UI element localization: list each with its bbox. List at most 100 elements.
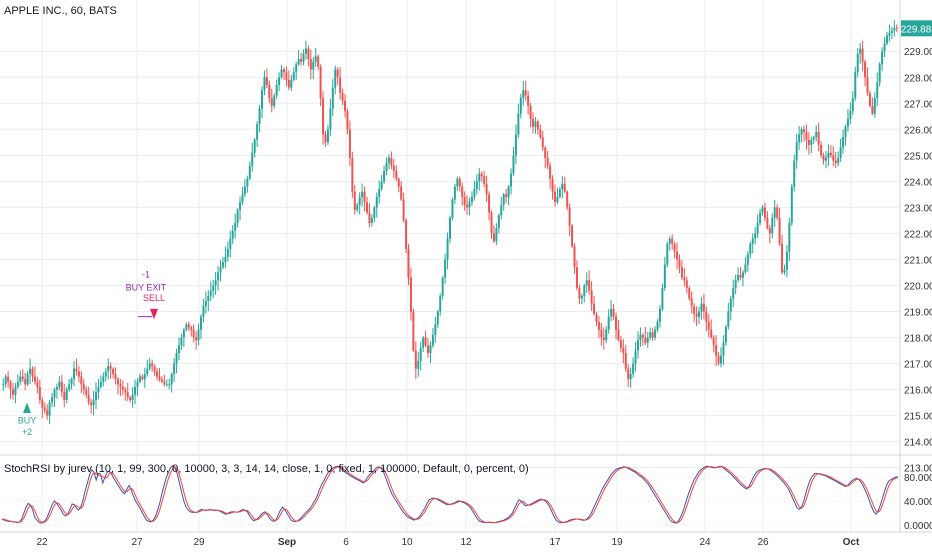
candle-body[interactable] (690, 298, 693, 307)
candle-body[interactable] (593, 303, 596, 315)
candle-body[interactable] (43, 407, 46, 411)
candle-body[interactable] (280, 69, 283, 78)
candle-body[interactable] (829, 152, 832, 156)
candle-body[interactable] (390, 157, 393, 166)
candle-body[interactable] (773, 207, 776, 218)
candle-body[interactable] (195, 337, 198, 341)
candle-body[interactable] (273, 95, 276, 106)
candle-body[interactable] (141, 376, 144, 380)
candle-body[interactable] (353, 191, 356, 210)
candle-body[interactable] (58, 381, 61, 387)
candle-body[interactable] (732, 288, 735, 299)
candle-body[interactable] (641, 334, 644, 338)
candle-body[interactable] (239, 202, 242, 210)
candle-body[interactable] (121, 386, 124, 390)
candle-body[interactable] (461, 186, 464, 197)
candle-body[interactable] (163, 381, 166, 385)
candle-body[interactable] (261, 90, 264, 109)
candle-body[interactable] (268, 85, 271, 99)
candle-body[interactable] (522, 90, 525, 99)
candle-body[interactable] (156, 371, 159, 377)
candle-body[interactable] (185, 324, 188, 330)
candle-body[interactable] (807, 139, 810, 145)
candle-body[interactable] (453, 186, 456, 200)
candle-body[interactable] (624, 353, 627, 369)
candle-body[interactable] (326, 129, 329, 143)
candle-body[interactable] (26, 373, 29, 385)
candle-body[interactable] (407, 249, 410, 278)
candle-body[interactable] (724, 327, 727, 343)
candle-body[interactable] (290, 79, 293, 88)
candle-body[interactable] (705, 311, 708, 322)
candle-body[interactable] (385, 163, 388, 171)
candle-body[interactable] (297, 59, 300, 65)
candle-body[interactable] (424, 337, 427, 346)
candle-body[interactable] (226, 249, 229, 257)
candle-body[interactable] (405, 220, 408, 250)
candle-body[interactable] (70, 379, 73, 385)
candle-body[interactable] (46, 410, 49, 416)
candle-body[interactable] (837, 157, 840, 164)
candle-body[interactable] (597, 321, 600, 330)
candle-body[interactable] (475, 181, 478, 190)
candle-body[interactable] (602, 337, 605, 341)
candle-body[interactable] (846, 118, 849, 127)
candle-body[interactable] (346, 111, 349, 130)
candle-body[interactable] (397, 178, 400, 187)
candle-body[interactable] (517, 113, 520, 135)
candle-body[interactable] (48, 402, 51, 416)
candle-body[interactable] (341, 92, 344, 101)
candle-body[interactable] (824, 157, 827, 161)
candle-body[interactable] (470, 196, 473, 203)
candle-body[interactable] (761, 207, 764, 213)
candle-body[interactable] (856, 53, 859, 73)
candle-body[interactable] (29, 368, 32, 374)
candle-body[interactable] (409, 277, 412, 312)
candle-body[interactable] (231, 230, 234, 239)
candles-layer[interactable] (2, 20, 898, 424)
candle-body[interactable] (107, 366, 110, 372)
candle-body[interactable] (160, 379, 163, 382)
candle-body[interactable] (658, 308, 661, 322)
candle-body[interactable] (334, 69, 337, 88)
candle-body[interactable] (51, 397, 54, 403)
candle-body[interactable] (646, 337, 649, 343)
candle-body[interactable] (158, 376, 161, 380)
candle-body[interactable] (65, 389, 68, 400)
candle-body[interactable] (483, 176, 486, 184)
candle-body[interactable] (549, 165, 552, 179)
candle-body[interactable] (568, 207, 571, 226)
candle-body[interactable] (746, 254, 749, 265)
candle-body[interactable] (383, 170, 386, 182)
candle-body[interactable] (566, 191, 569, 208)
candle-body[interactable] (485, 183, 488, 195)
candle-body[interactable] (378, 189, 381, 197)
stoch-layer[interactable] (1, 464, 899, 524)
candle-body[interactable] (229, 238, 232, 250)
candle-body[interactable] (668, 238, 671, 244)
candle-body[interactable] (876, 82, 879, 99)
candle-body[interactable] (595, 314, 598, 322)
candle-body[interactable] (190, 327, 193, 330)
candle-body[interactable] (217, 272, 220, 281)
candle-body[interactable] (363, 191, 366, 203)
candle-body[interactable] (854, 72, 857, 99)
candle-body[interactable] (639, 334, 642, 341)
candle-body[interactable] (744, 264, 747, 273)
candle-body[interactable] (766, 217, 769, 229)
candle-body[interactable] (9, 381, 12, 390)
candle-body[interactable] (373, 207, 376, 218)
candle-body[interactable] (319, 66, 322, 99)
candle-body[interactable] (431, 334, 434, 346)
candle-body[interactable] (414, 350, 417, 369)
candle-body[interactable] (734, 280, 737, 289)
candle-body[interactable] (214, 280, 217, 286)
candle-body[interactable] (871, 105, 874, 114)
candle-body[interactable] (544, 147, 547, 158)
candle-body[interactable] (793, 160, 796, 187)
candle-body[interactable] (839, 147, 842, 158)
candle-body[interactable] (827, 152, 830, 158)
candle-body[interactable] (41, 399, 44, 408)
candle-body[interactable] (541, 137, 544, 148)
candle-body[interactable] (781, 243, 784, 273)
